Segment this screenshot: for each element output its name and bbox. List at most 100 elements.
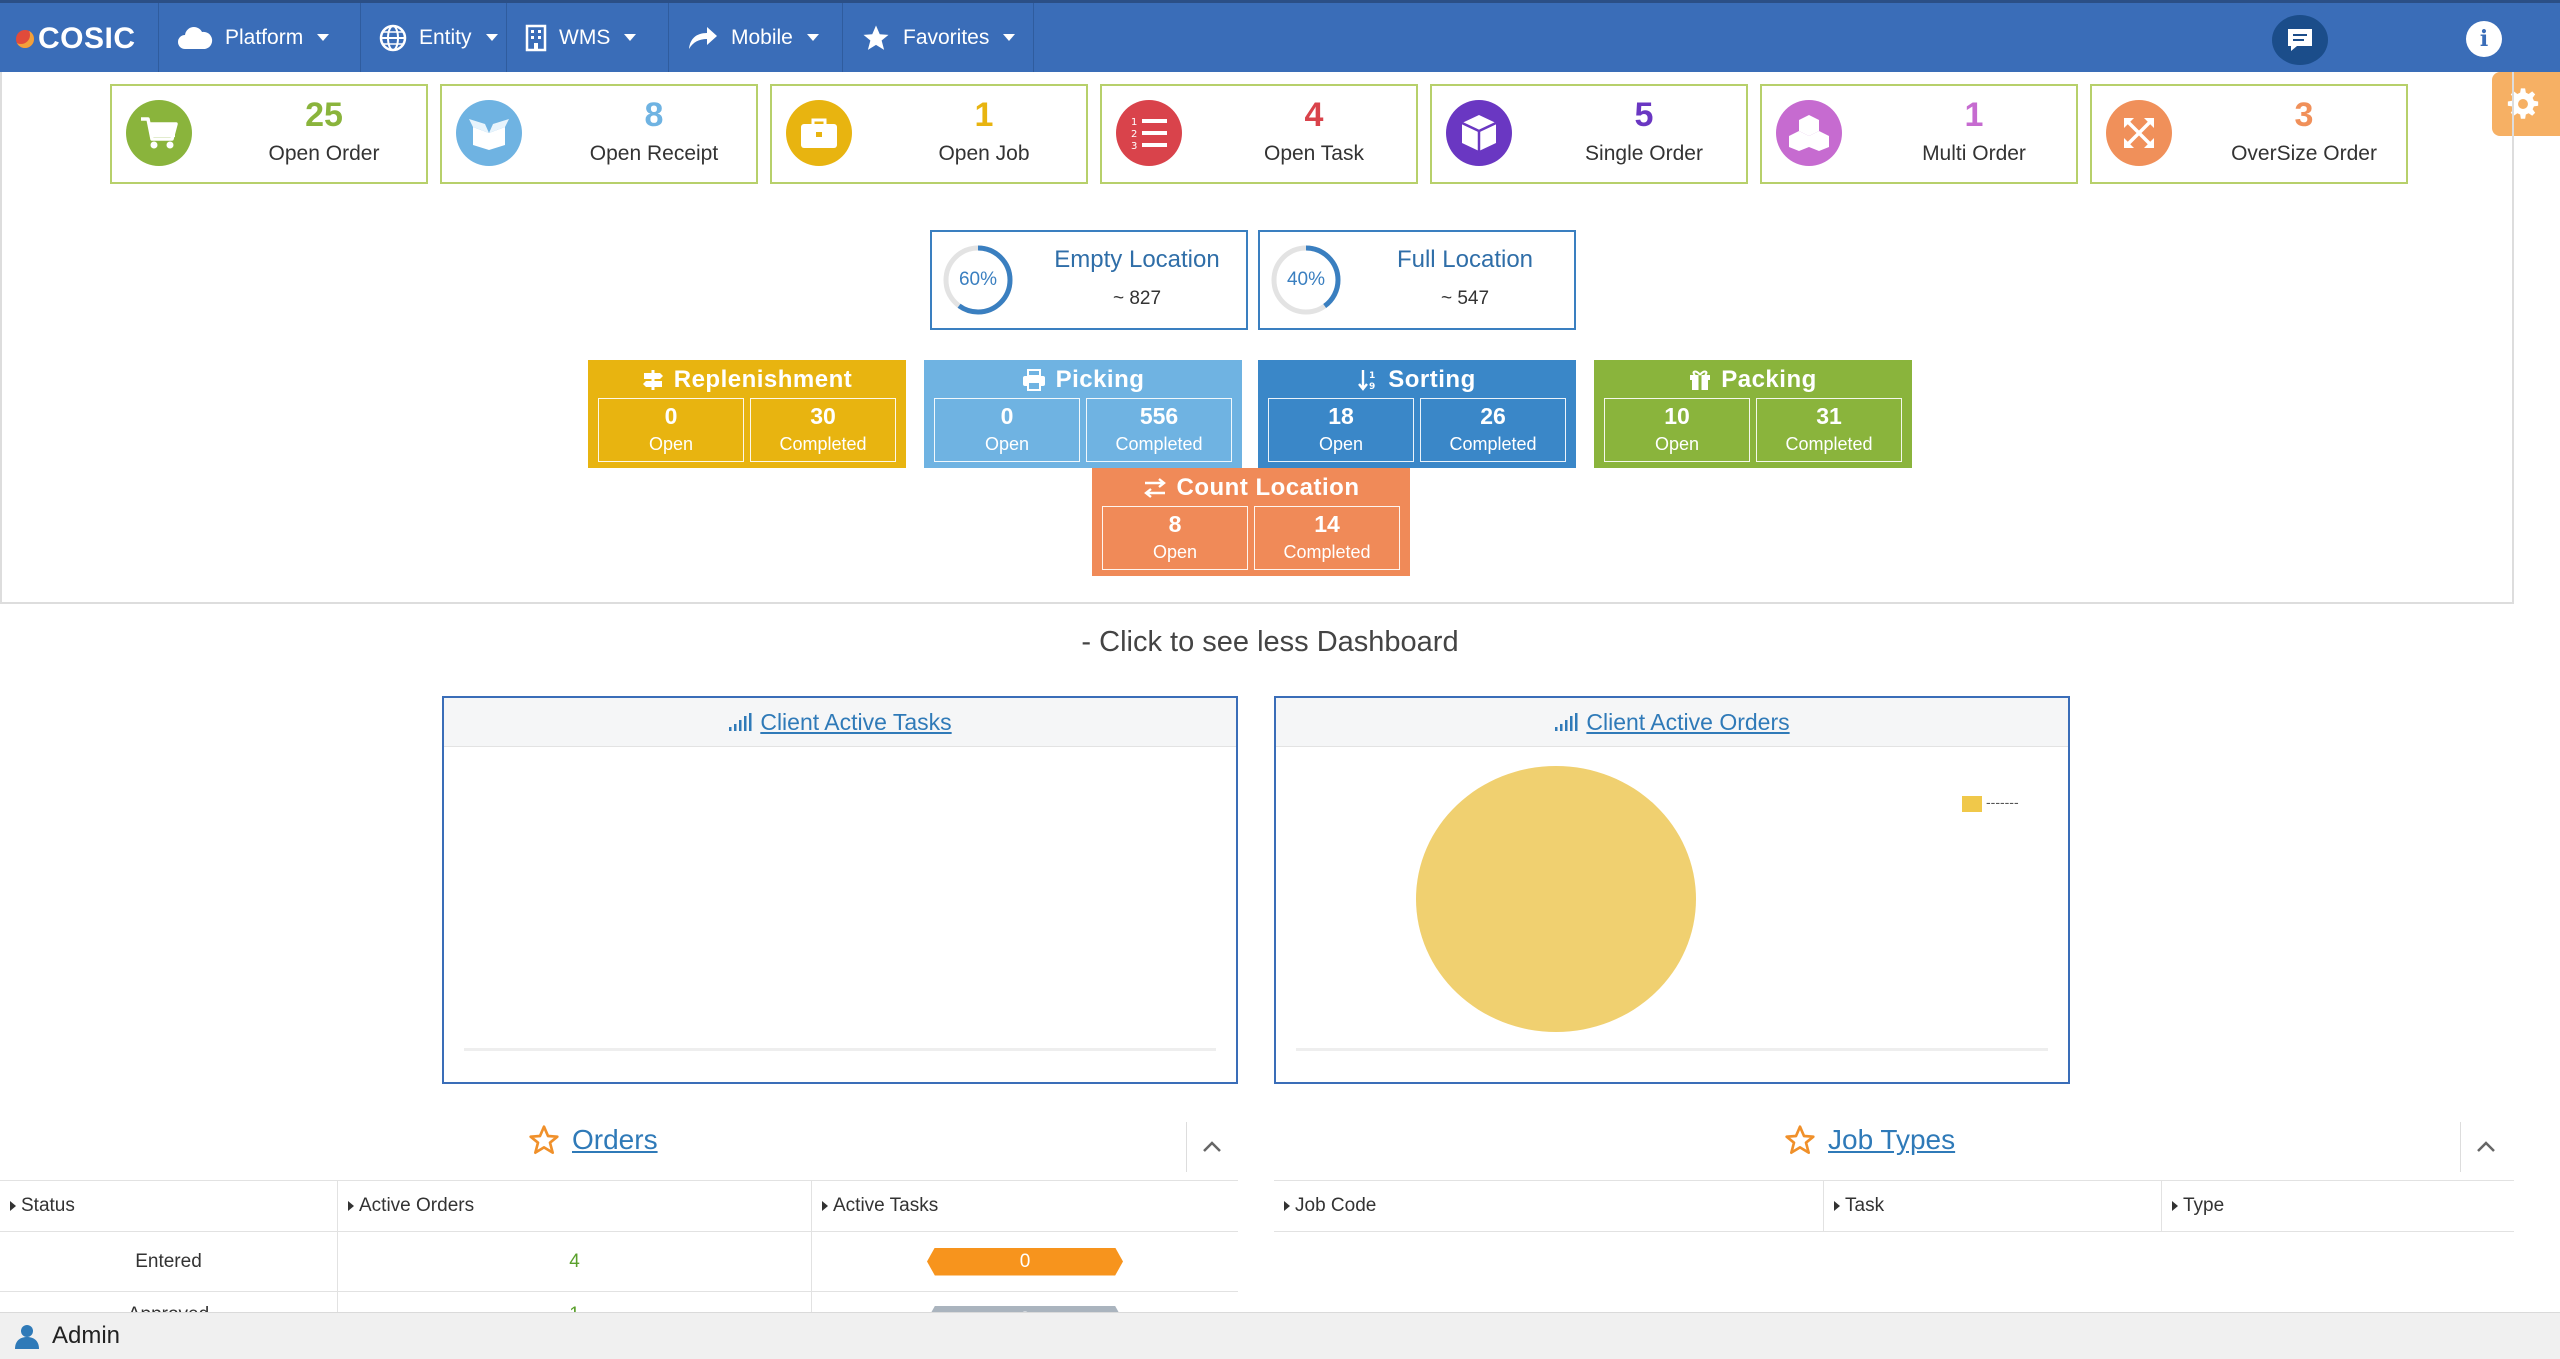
task-completed-cell[interactable]: 26 Completed xyxy=(1420,398,1566,462)
toggle-dashboard-link[interactable]: - Click to see less Dashboard xyxy=(1081,626,1459,658)
orders-title-text: Orders xyxy=(572,1124,658,1155)
nav-favorites[interactable]: Favorites xyxy=(842,3,1034,72)
task-open-label: Open xyxy=(1152,542,1198,562)
column-header-type[interactable]: Type xyxy=(2162,1181,2514,1231)
gear-icon xyxy=(2507,88,2539,119)
caret-right-icon xyxy=(1284,1201,1290,1211)
briefcase-icon xyxy=(786,100,852,166)
stat-open-job[interactable]: 1 Open Job xyxy=(770,84,1088,184)
chevron-up-icon xyxy=(2477,1141,2495,1152)
chat-button[interactable] xyxy=(2272,15,2328,65)
cell-active-orders[interactable]: 4 xyxy=(338,1232,812,1291)
task-open-value: 0 xyxy=(1000,403,1014,429)
cosic-logo[interactable]: COSIC xyxy=(16,19,136,59)
task-open-label: Open xyxy=(648,434,694,454)
location-percent: 60% xyxy=(958,269,998,290)
pie-slice[interactable] xyxy=(1416,766,1696,1032)
client-active-orders-chart: Client Active Orders ------- xyxy=(1274,696,2070,1084)
task-completed-value: 556 xyxy=(1139,403,1179,429)
nav-wms[interactable]: WMS xyxy=(506,3,668,72)
nav-entity-label: Entity xyxy=(419,25,472,49)
open-box-icon xyxy=(456,100,522,166)
task-completed-label: Completed xyxy=(1785,434,1873,454)
tasks-pill[interactable]: 0 xyxy=(927,1247,1123,1276)
stat-multi-order[interactable]: 1 Multi Order xyxy=(1760,84,2078,184)
chevron-down-icon xyxy=(1003,34,1016,41)
logo-mark-icon xyxy=(16,30,34,48)
cell-status: Approved xyxy=(0,1292,338,1312)
cell-active-orders[interactable]: 1 xyxy=(338,1292,812,1312)
svg-text:1: 1 xyxy=(1131,117,1137,128)
orders-collapse-button[interactable] xyxy=(1186,1122,1237,1172)
dashboard-panel xyxy=(0,72,2514,604)
stat-open-receipt[interactable]: 8 Open Receipt xyxy=(440,84,758,184)
client-active-tasks-link[interactable]: Client Active Tasks xyxy=(728,709,952,736)
task-completed-value: 14 xyxy=(1314,511,1340,537)
column-header-status[interactable]: Status xyxy=(0,1181,338,1231)
full-location-card[interactable]: 40% Full Location ~ 547 xyxy=(1258,230,1576,330)
stat-value: 5 xyxy=(1634,96,1654,134)
task-completed-cell[interactable]: 556 Completed xyxy=(1086,398,1232,462)
task-completed-value: 31 xyxy=(1816,403,1842,429)
column-header-job-code[interactable]: Job Code xyxy=(1274,1181,1824,1231)
sorting-card[interactable]: 1 9 Sorting 18 Open 26 Completed xyxy=(1258,360,1576,468)
task-open-cell[interactable]: 18 Open xyxy=(1268,398,1414,462)
info-icon[interactable]: i xyxy=(2466,21,2502,57)
replenishment-card[interactable]: Replenishment 0 Open 30 Completed xyxy=(588,360,906,468)
table-row[interactable]: Approved 1 0 xyxy=(0,1292,1238,1312)
task-open-cell[interactable]: 10 Open xyxy=(1604,398,1750,462)
signal-bars-icon xyxy=(729,713,752,731)
svg-text:2: 2 xyxy=(1131,129,1137,140)
progress-ring xyxy=(1271,245,1341,315)
job-types-collapse-button[interactable] xyxy=(2460,1122,2511,1172)
task-open-cell[interactable]: 8 Open xyxy=(1102,506,1248,570)
location-count: ~ 827 xyxy=(1112,288,1162,309)
nav-mobile-label: Mobile xyxy=(731,25,793,49)
task-open-value: 0 xyxy=(664,403,678,429)
cubes-icon xyxy=(1776,100,1842,166)
column-header-task[interactable]: Task xyxy=(1824,1181,2162,1231)
nav-entity[interactable]: Entity xyxy=(360,3,506,72)
stat-oversize-order[interactable]: 3 OverSize Order xyxy=(2090,84,2408,184)
legend-swatch xyxy=(1962,796,1982,812)
svg-text:3: 3 xyxy=(1131,141,1137,152)
tasks-pill[interactable]: 0 xyxy=(927,1306,1123,1312)
task-completed-cell[interactable]: 31 Completed xyxy=(1756,398,1902,462)
orders-title[interactable]: Orders xyxy=(528,1124,658,1156)
count-location-card[interactable]: Count Location 8 Open 14 Completed xyxy=(1092,468,1410,576)
stat-label: Open Job xyxy=(938,142,1030,165)
settings-tab[interactable] xyxy=(2492,72,2560,136)
job-types-title[interactable]: Job Types xyxy=(1784,1124,1955,1156)
picking-card[interactable]: Picking 0 Open 556 Completed xyxy=(924,360,1242,468)
current-user[interactable]: Admin xyxy=(14,1322,120,1350)
signpost-icon xyxy=(642,370,663,390)
table-row[interactable]: Entered 4 0 xyxy=(0,1232,1238,1292)
packing-card[interactable]: Packing 10 Open 31 Completed xyxy=(1594,360,1912,468)
task-completed-cell[interactable]: 30 Completed xyxy=(750,398,896,462)
task-open-cell[interactable]: 0 Open xyxy=(934,398,1080,462)
share-arrow-icon xyxy=(689,26,717,49)
stat-single-order[interactable]: 5 Single Order xyxy=(1430,84,1748,184)
stat-value: 3 xyxy=(2294,96,2314,134)
chevron-down-icon xyxy=(485,34,498,41)
chevron-up-icon xyxy=(1203,1141,1221,1152)
nav-platform-label: Platform xyxy=(225,25,304,49)
empty-location-card[interactable]: 60% Empty Location ~ 827 xyxy=(930,230,1248,330)
client-active-tasks-chart: Client Active Tasks xyxy=(442,696,1238,1084)
nav-platform[interactable]: Platform xyxy=(158,3,360,72)
column-header-active-tasks[interactable]: Active Tasks xyxy=(812,1181,1238,1231)
chat-icon xyxy=(2288,29,2312,51)
client-active-orders-link[interactable]: Client Active Orders xyxy=(1554,709,1790,736)
stat-open-order[interactable]: 25 Open Order xyxy=(110,84,428,184)
task-open-cell[interactable]: 0 Open xyxy=(598,398,744,462)
stat-value: 8 xyxy=(644,96,664,134)
column-header-active-orders[interactable]: Active Orders xyxy=(338,1181,812,1231)
task-completed-label: Completed xyxy=(779,434,867,454)
task-open-value: 8 xyxy=(1168,511,1182,537)
nav-mobile[interactable]: Mobile xyxy=(668,3,842,72)
column-label: Status xyxy=(21,1195,75,1216)
task-title: Count Location xyxy=(1176,474,1360,501)
task-completed-cell[interactable]: 14 Completed xyxy=(1254,506,1400,570)
stat-label: Open Receipt xyxy=(589,142,719,165)
